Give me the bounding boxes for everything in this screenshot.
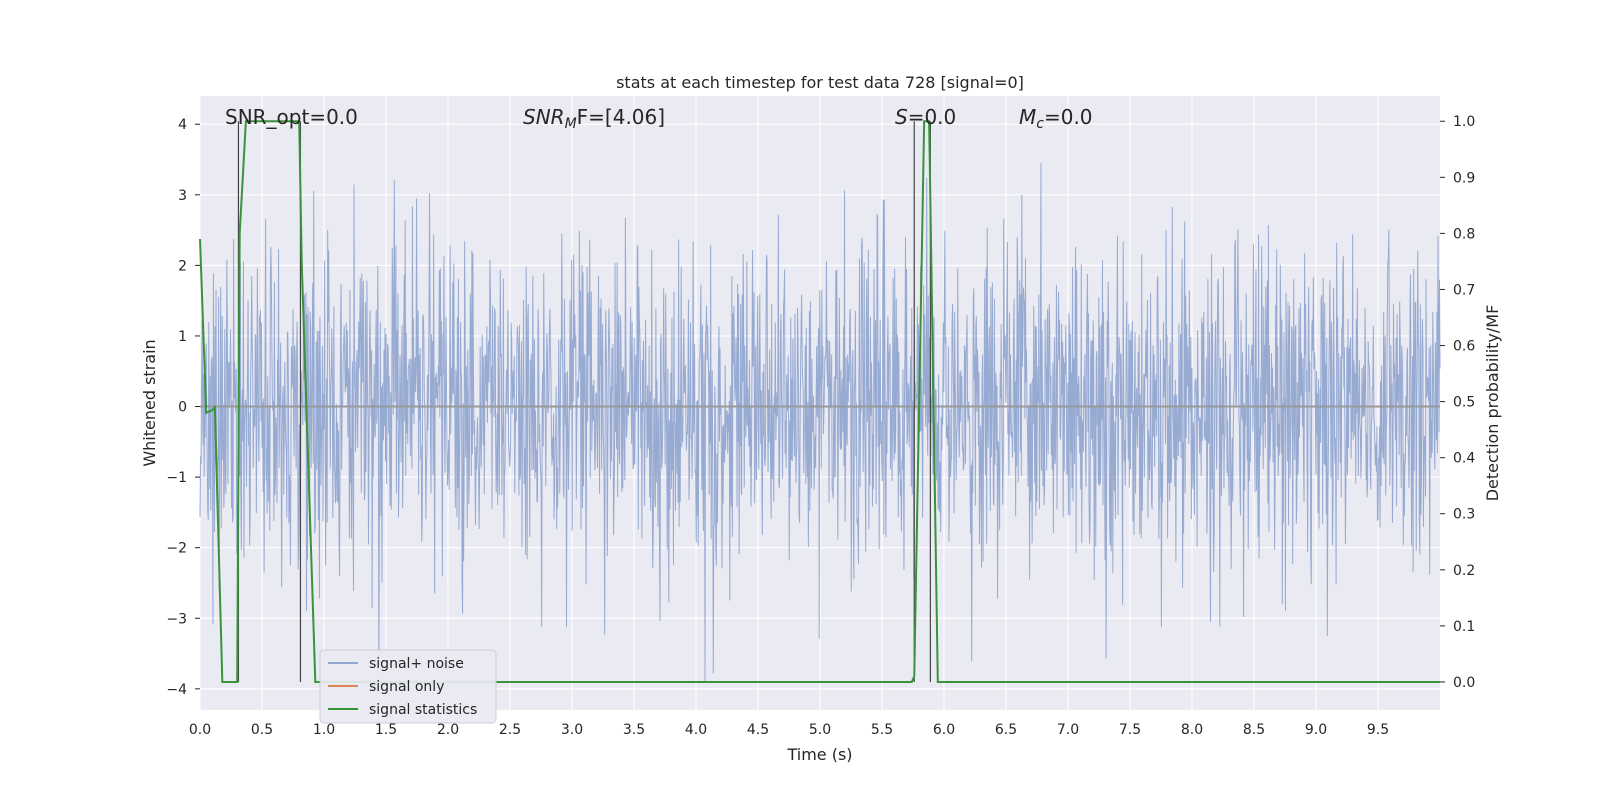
snr-mf-prefix: SNR — [523, 105, 565, 129]
y-right-tick-label: 0.0 — [1453, 675, 1475, 691]
signal-noise-series — [199, 162, 1441, 681]
signal-statistics-trace — [199, 120, 1440, 683]
x-axis-label: Time (s) — [786, 745, 852, 764]
legend-label-signal: signal only — [369, 679, 444, 695]
noise-trace — [199, 162, 1441, 681]
legend-box — [319, 649, 497, 724]
y-tick-label: 2 — [178, 258, 187, 274]
x-tick-label: 0.0 — [189, 722, 211, 738]
x-tick-label: 2.0 — [437, 722, 459, 738]
s-value: =0.0 — [908, 105, 957, 129]
annotation-snr-mf: SNRMF=[4.06] — [523, 105, 665, 132]
y-tick-label: 1 — [178, 329, 187, 345]
x-tick-label: 2.5 — [499, 722, 521, 738]
legend-label-stats: signal statistics — [369, 702, 477, 718]
x-tick-label: 7.0 — [1057, 722, 1079, 738]
signal-statistics-series — [199, 120, 1440, 683]
x-tick-label: 6.0 — [933, 722, 955, 738]
y-tick-label: −3 — [166, 611, 187, 627]
snr-mf-sub: M — [565, 116, 577, 132]
y-tick-label: 0 — [178, 400, 187, 416]
y-right-tick-label: 0.7 — [1453, 282, 1475, 298]
x-tick-label: 9.5 — [1367, 722, 1389, 738]
y-axis-right-label: Detection probability/MF — [1483, 305, 1502, 502]
y-right-tick-label: 0.3 — [1453, 507, 1475, 523]
y-axis-ticks: 4 3 2 1 0 −1 −2 −3 −4 — [166, 117, 200, 698]
x-tick-label: 3.0 — [561, 722, 583, 738]
x-tick-label: 1.0 — [313, 722, 335, 738]
mc-value: =0.0 — [1044, 105, 1093, 129]
y-right-tick-label: 0.2 — [1453, 563, 1475, 579]
mc-label: M — [1019, 105, 1036, 129]
x-tick-label: 1.5 — [375, 722, 397, 738]
chart-title: stats at each timestep for test data 728… — [616, 73, 1024, 92]
y-axis-right-ticks: 1.0 0.9 0.8 0.7 0.6 0.5 0.4 0.3 0.2 0.1 0.0 — [1440, 114, 1475, 691]
y-right-tick-label: 0.8 — [1453, 226, 1475, 242]
annotation-snr-opt: SNR_opt=0.0 — [225, 105, 358, 129]
x-tick-label: 7.5 — [1119, 722, 1141, 738]
x-axis-ticks: 0.0 0.5 1.0 1.5 2.0 2.5 3.0 3.5 4.0 4.5 5.0 5.5 6.0 6… — [189, 722, 1389, 738]
y-right-tick-label: 0.9 — [1453, 170, 1475, 186]
x-tick-label: 5.5 — [871, 722, 893, 738]
y-right-tick-label: 0.5 — [1453, 395, 1475, 411]
x-tick-label: 6.5 — [995, 722, 1017, 738]
y-tick-label: −1 — [166, 470, 187, 486]
x-tick-label: 9.0 — [1305, 722, 1327, 738]
x-tick-label: 3.5 — [623, 722, 645, 738]
y-tick-label: 3 — [178, 188, 187, 204]
x-tick-label: 4.0 — [685, 722, 707, 738]
y-right-tick-label: 0.4 — [1453, 451, 1475, 467]
x-tick-label: 8.0 — [1181, 722, 1203, 738]
y-right-tick-label: 0.6 — [1453, 339, 1475, 355]
annotation-s: S=0.0 — [895, 105, 956, 129]
legend-label-noise: signal+ noise — [369, 656, 464, 672]
y-right-tick-label: 0.1 — [1453, 619, 1475, 635]
y-tick-label: −4 — [166, 682, 187, 698]
y-axis-label: Whitened strain — [140, 339, 159, 466]
annotation-mc: Mc=0.0 — [1019, 105, 1093, 132]
x-tick-label: 4.5 — [747, 722, 769, 738]
snr-mf-suffix: F=[4.06] — [577, 105, 665, 129]
x-tick-label: 0.5 — [251, 722, 273, 738]
y-tick-label: −2 — [166, 541, 187, 557]
y-tick-label: 4 — [178, 117, 187, 133]
y-right-tick-label: 1.0 — [1453, 114, 1475, 130]
s-label: S — [895, 105, 908, 129]
x-tick-label: 8.5 — [1243, 722, 1265, 738]
legend: signal+ noise signal only signal statist… — [319, 649, 497, 724]
x-tick-label: 5.0 — [809, 722, 831, 738]
mc-sub: c — [1036, 116, 1044, 132]
